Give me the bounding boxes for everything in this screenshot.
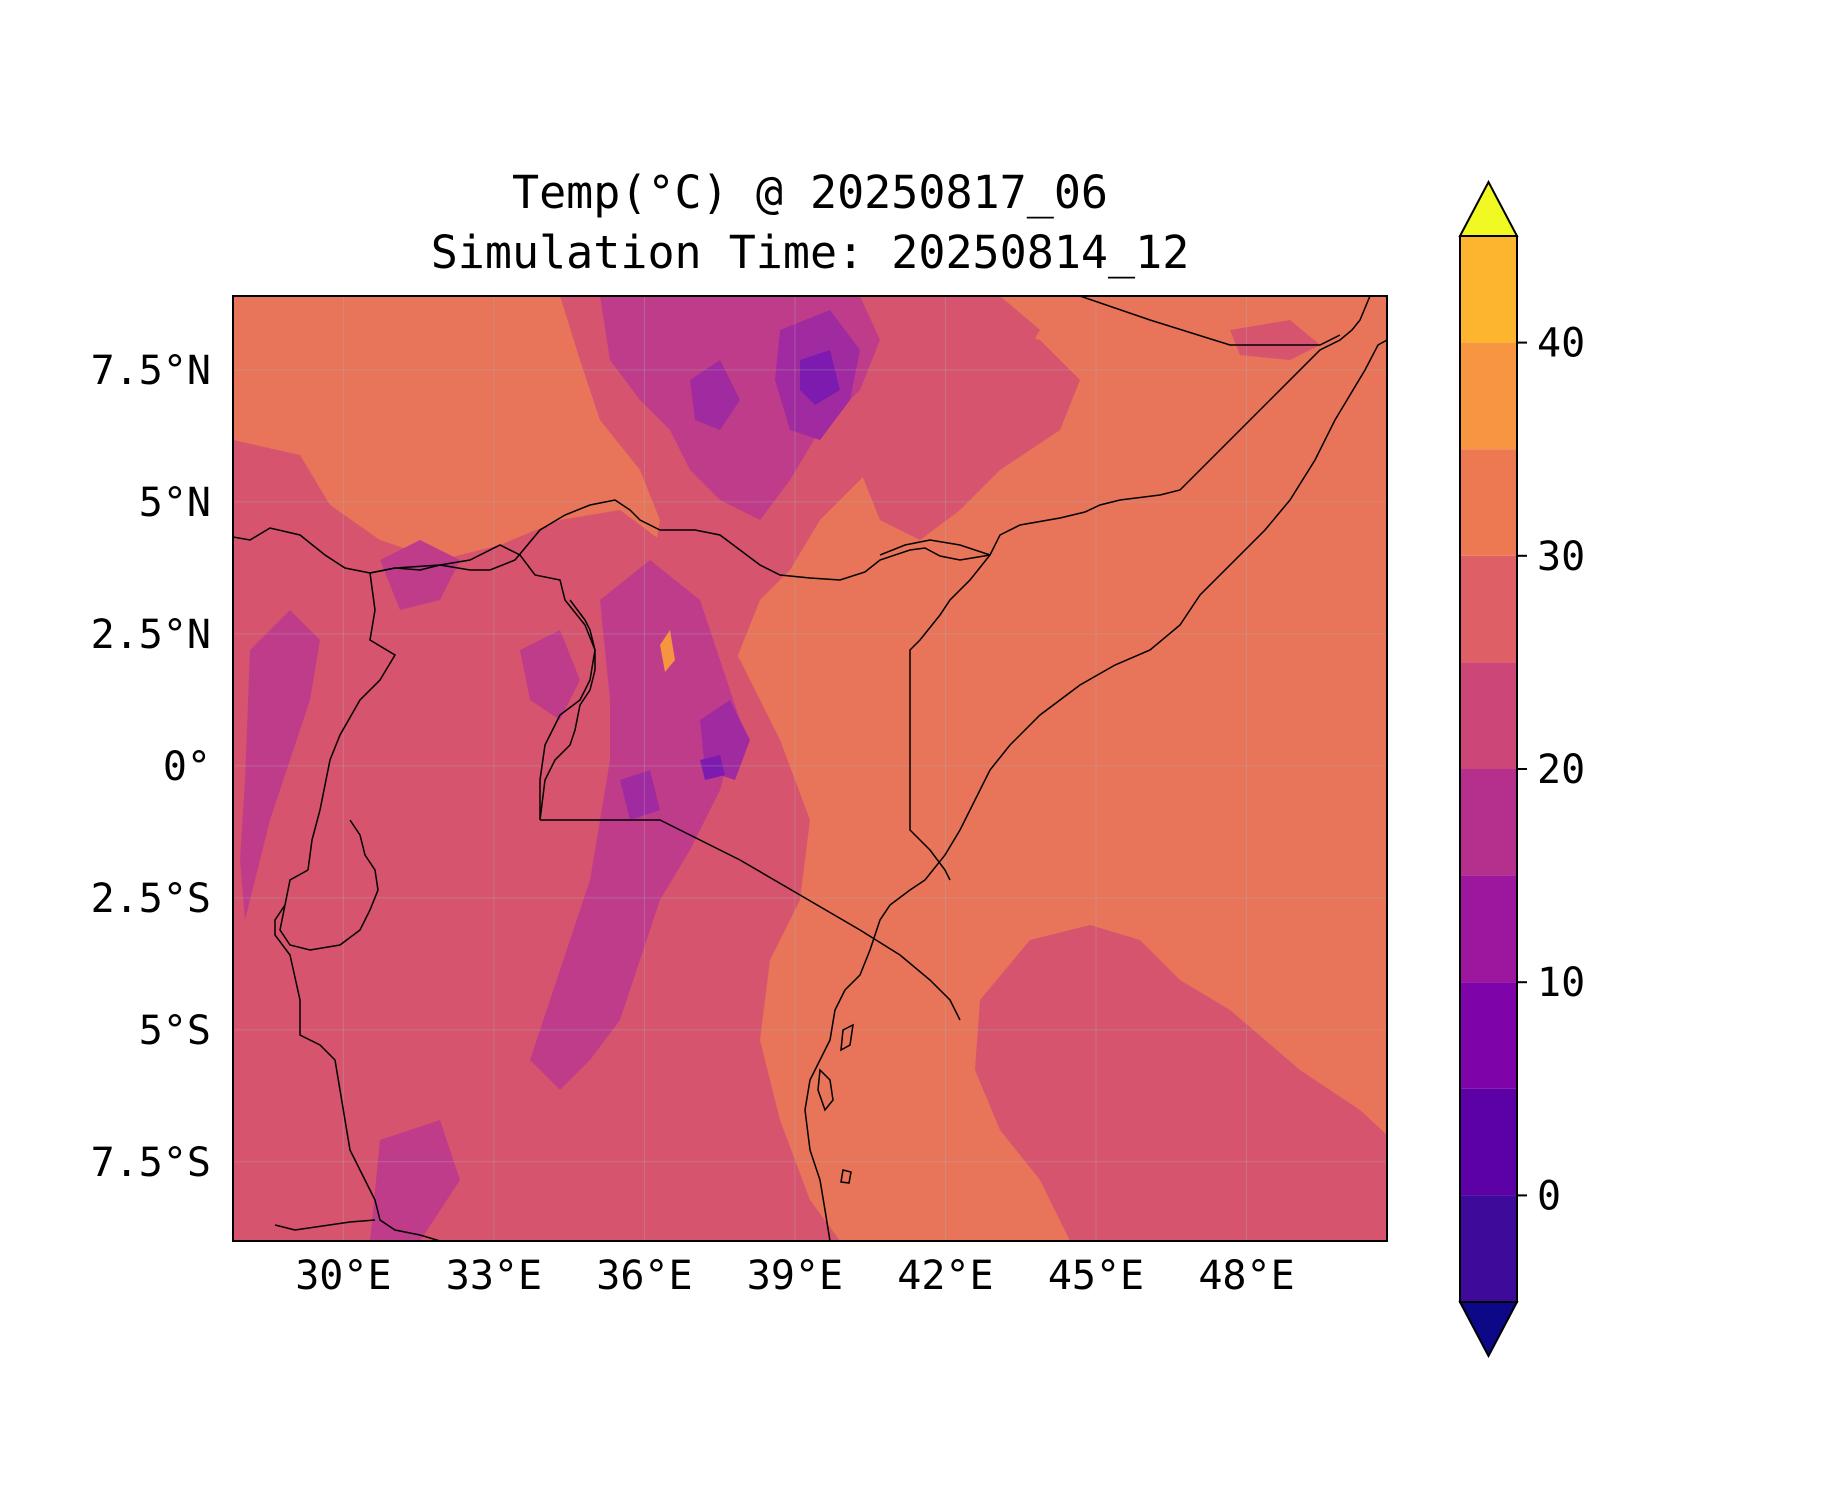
colorbar-extend-min — [1458, 1301, 1519, 1359]
y-tick-label: 2.5°N — [91, 612, 211, 658]
country-borders — [233, 296, 1387, 1241]
colorbar-tick-label: 30 — [1537, 534, 1585, 580]
map-title-line-1: Temp(°C) @ 20250817_06 — [511, 166, 1109, 219]
colorbar-band — [1460, 1195, 1517, 1302]
map-frame — [232, 295, 1388, 1242]
y-tick-label: 5°S — [139, 1008, 211, 1054]
x-tick-label: 36°E — [596, 1253, 692, 1299]
colorbar-tick-label: 10 — [1537, 960, 1585, 1006]
y-tick-label: 2.5°S — [91, 876, 211, 922]
colorbar-band — [1460, 342, 1517, 450]
colorbar-band — [1460, 449, 1517, 556]
y-tick-label: 5°N — [139, 480, 211, 526]
x-tick-label: 39°E — [747, 1253, 843, 1299]
colorbar-tick-label: 20 — [1537, 747, 1585, 793]
temperature-zone-30-35 — [660, 630, 675, 672]
colorbar-band — [1460, 555, 1517, 663]
map-title-line-2: Simulation Time: 20250814_12 — [430, 226, 1190, 279]
x-tick-label: 33°E — [446, 1253, 542, 1299]
colorbar-extend-max — [1458, 179, 1519, 237]
y-axis: 7.5°N 5°N 2.5°N 0° 2.5°S 5°S 7.5°S — [91, 348, 211, 1186]
colorbar-tick-label: 40 — [1537, 321, 1585, 367]
y-tick-label: 7.5°N — [91, 348, 211, 394]
colorbar-band — [1460, 236, 1517, 343]
y-tick-label: 0° — [163, 744, 211, 790]
islands — [817, 1023, 854, 1184]
colorbar-band — [1460, 982, 1517, 1089]
colorbar: 0 10 20 30 40 — [1458, 179, 1585, 1359]
temperature-zone-5-10 — [700, 350, 840, 780]
gridlines — [233, 296, 1387, 1241]
x-tick-label: 42°E — [897, 1253, 993, 1299]
colorbar-band — [1460, 875, 1517, 983]
x-tick-label: 30°E — [295, 1253, 391, 1299]
x-tick-label: 45°E — [1048, 1253, 1144, 1299]
x-axis: 30°E 33°E 36°E 39°E 42°E 45°E 48°E — [295, 1253, 1294, 1299]
colorbar-band — [1460, 769, 1517, 876]
map-panel — [233, 296, 1387, 1241]
colorbar-band — [1460, 662, 1517, 769]
colorbar-tick-label: 0 — [1537, 1173, 1561, 1219]
y-tick-label: 7.5°S — [91, 1140, 211, 1186]
x-tick-label: 48°E — [1198, 1253, 1294, 1299]
colorbar-band — [1460, 1088, 1517, 1196]
